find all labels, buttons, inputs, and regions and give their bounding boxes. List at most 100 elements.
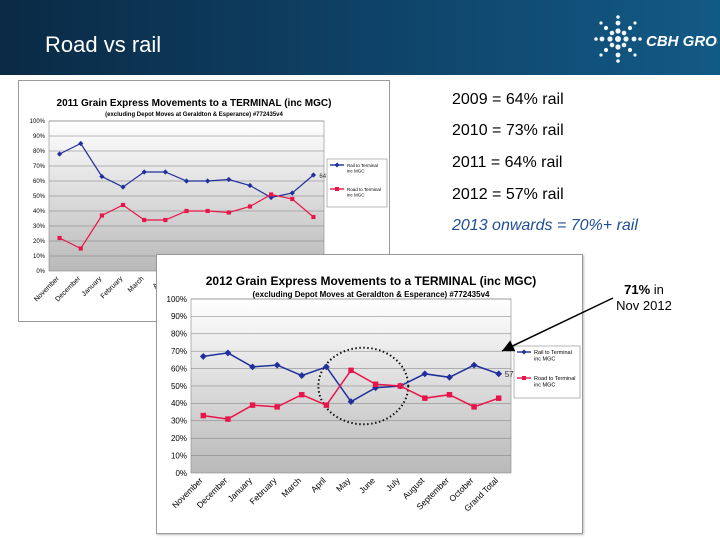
data-point	[163, 217, 168, 223]
data-point	[120, 184, 126, 190]
y-tick-label: 90%	[33, 134, 46, 140]
data-point	[421, 370, 429, 378]
stat-2012: 2012 = 57% rail	[452, 186, 564, 203]
highlight-ellipse	[317, 346, 410, 426]
y-tick-label: 20%	[33, 239, 46, 245]
y-tick-label: 60%	[33, 179, 46, 185]
x-tick-label: May	[334, 475, 353, 494]
y-tick-label: 30%	[33, 224, 46, 230]
y-tick-label: 100%	[30, 119, 46, 125]
data-point	[226, 176, 232, 183]
data-point	[200, 412, 207, 419]
data-point	[323, 402, 330, 408]
x-tick-label: June	[357, 475, 377, 495]
data-point	[99, 173, 105, 180]
data-point	[471, 404, 477, 410]
y-tick-label: 50%	[33, 194, 46, 200]
x-tick-label: February	[100, 275, 125, 300]
data-point	[226, 210, 231, 215]
callout-note: 71% in Nov 2012	[614, 282, 674, 314]
data-point	[347, 398, 355, 406]
cbh-group-logo: CBH GROUP	[594, 15, 718, 63]
legend-swatch-marker	[335, 187, 339, 191]
data-point	[199, 353, 207, 360]
y-tick-label: 10%	[171, 451, 187, 460]
y-tick-label: 50%	[171, 382, 187, 391]
data-point	[269, 192, 274, 197]
data-point	[249, 402, 256, 408]
y-tick-label: 10%	[33, 254, 46, 260]
y-tick-label: 100%	[167, 295, 187, 304]
y-tick-label: 70%	[33, 164, 46, 170]
data-point	[142, 217, 147, 223]
y-tick-label: 60%	[171, 364, 187, 373]
data-point	[205, 208, 210, 214]
data-point	[298, 372, 306, 379]
stat-2009: 2009 = 64% rail	[452, 91, 564, 108]
stat-2011: 2011 = 64% rail	[452, 154, 563, 171]
data-point	[310, 172, 317, 178]
data-point	[99, 213, 104, 218]
y-tick-label: 40%	[171, 399, 187, 408]
y-tick-label: 0%	[175, 469, 187, 478]
callout-text: in Nov 2012	[616, 282, 672, 313]
y-tick-label: 30%	[171, 417, 187, 426]
data-point	[78, 246, 83, 251]
data-point	[299, 391, 305, 398]
data-point	[78, 140, 84, 147]
data-point	[495, 395, 502, 401]
data-point	[495, 370, 503, 378]
data-point	[268, 194, 274, 201]
data-point	[348, 367, 354, 374]
slide-header: Road vs rail CBH GROUP	[0, 0, 720, 75]
callout-value: 71%	[624, 282, 651, 297]
chart-2012: 2012 Grain Express Movements to a TERMIN…	[167, 274, 581, 513]
y-tick-label: 90%	[171, 312, 187, 321]
data-point	[397, 383, 403, 389]
logo-text: CBH GROUP	[646, 33, 718, 50]
data-point	[249, 363, 256, 371]
y-tick-label: 0%	[36, 269, 45, 275]
y-tick-label: 80%	[33, 149, 46, 155]
legend-swatch-marker	[334, 162, 340, 168]
data-point	[225, 416, 231, 422]
chart-title: 2012 Grain Express Movements to a TERMIN…	[206, 274, 537, 288]
data-point	[184, 208, 189, 214]
stat-2010: 2010 = 73% rail	[452, 122, 564, 139]
chart-2011-panel: 2011 Grain Express Movements to a TERMIN…	[18, 80, 390, 322]
data-point	[274, 404, 280, 410]
x-tick-label: March	[127, 275, 146, 294]
end-data-label: 64	[319, 174, 326, 180]
legend-label: Road to Terminal inc MGC	[347, 187, 381, 198]
data-point	[446, 373, 453, 381]
data-point	[289, 190, 295, 196]
data-point	[372, 381, 379, 387]
data-point	[446, 391, 453, 398]
data-point	[247, 182, 253, 189]
chart-2012-panel: 2012 Grain Express Movements to a TERMIN…	[156, 254, 583, 534]
data-point	[311, 214, 316, 220]
data-point	[205, 178, 211, 184]
y-tick-label: 40%	[33, 209, 46, 215]
data-point	[273, 361, 281, 369]
data-point	[57, 235, 62, 241]
legend-label: Rail to Terminal inc MGC	[534, 350, 572, 363]
data-point	[56, 151, 63, 157]
x-tick-label: March	[279, 475, 303, 499]
data-point	[162, 169, 168, 175]
data-point	[183, 178, 190, 184]
chart-subtitle: (excluding Depot Moves at Geraldton & Es…	[253, 290, 491, 299]
legend-label: Rail to Terminal inc MGC	[347, 163, 378, 174]
x-tick-label: April	[309, 475, 328, 494]
x-tick-label: July	[384, 475, 402, 493]
legend-swatch-marker	[522, 376, 526, 380]
y-tick-label: 20%	[171, 434, 187, 443]
chart-2011: 2011 Grain Express Movements to a TERMIN…	[30, 98, 388, 306]
data-point	[322, 363, 330, 371]
chart-title: 2011 Grain Express Movements to a TERMIN…	[57, 98, 332, 109]
y-tick-label: 70%	[171, 347, 187, 356]
data-point	[247, 204, 253, 209]
chart-subtitle: (excluding Depot Moves at Geraldton & Es…	[105, 112, 283, 118]
legend-box	[513, 345, 581, 399]
data-point	[422, 395, 428, 401]
